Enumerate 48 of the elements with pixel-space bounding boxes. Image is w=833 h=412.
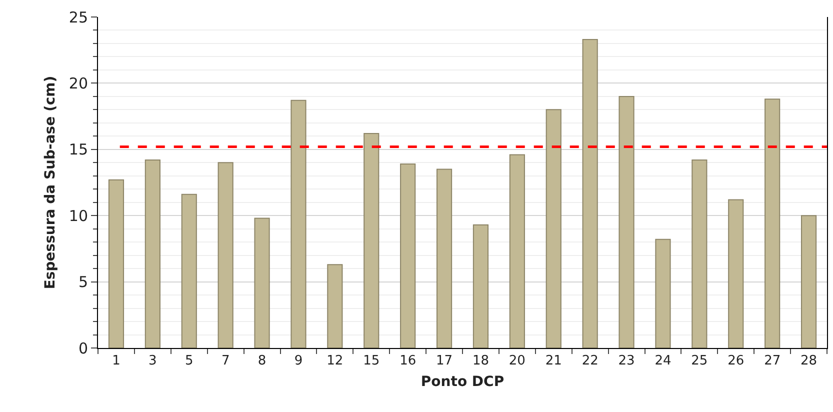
x-tick-label: 17 xyxy=(436,354,453,369)
bar xyxy=(618,96,634,348)
y-tick-label: 20 xyxy=(68,74,88,92)
y-tick-label: 15 xyxy=(68,140,88,159)
x-tick-label: 18 xyxy=(472,354,490,369)
bar xyxy=(472,224,489,348)
bar xyxy=(364,133,380,348)
x-tick-label: 7 xyxy=(221,354,230,369)
x-tick-label: 21 xyxy=(545,354,562,369)
bar xyxy=(327,264,343,348)
bar xyxy=(436,168,452,348)
bar xyxy=(144,159,160,348)
bar xyxy=(800,215,817,348)
y-tick-label: 5 xyxy=(78,273,88,292)
bar xyxy=(400,163,416,348)
x-axis-title: Ponto DCP xyxy=(420,374,504,390)
x-tick-label: 5 xyxy=(184,354,194,369)
bar xyxy=(546,109,562,348)
bar xyxy=(254,218,270,348)
bar xyxy=(509,154,525,348)
bar xyxy=(582,39,598,348)
x-tick-label: 22 xyxy=(582,354,598,369)
bar xyxy=(218,162,234,348)
x-tick-label: 23 xyxy=(618,354,635,369)
x-tick-label: 16 xyxy=(400,354,416,369)
y-axis-title: Espessura da Sub-ase (cm) xyxy=(42,76,59,290)
bar xyxy=(181,194,197,348)
y-tick-label: 0 xyxy=(78,339,88,358)
x-tick-label: 28 xyxy=(800,354,818,369)
x-tick-label: 8 xyxy=(258,354,266,369)
x-tick-label: 15 xyxy=(363,354,380,369)
y-tick-label: 25 xyxy=(68,8,88,26)
bar xyxy=(728,199,744,348)
x-tick-label: 26 xyxy=(728,354,744,369)
x-tick-label: 12 xyxy=(326,354,344,369)
bar xyxy=(692,159,708,348)
x-tick-label: 27 xyxy=(764,354,781,369)
y-tick-label: 10 xyxy=(68,206,88,225)
x-tick-label: 24 xyxy=(654,354,672,369)
bar xyxy=(655,238,671,348)
bar xyxy=(764,98,780,348)
x-tick-label: 1 xyxy=(112,354,120,369)
x-tick-label: 25 xyxy=(691,354,708,369)
bar xyxy=(108,179,124,348)
x-tick-label: 9 xyxy=(294,354,303,369)
bar xyxy=(290,100,306,348)
x-tick-label: 20 xyxy=(508,354,526,369)
x-tick-label: 3 xyxy=(148,354,157,369)
